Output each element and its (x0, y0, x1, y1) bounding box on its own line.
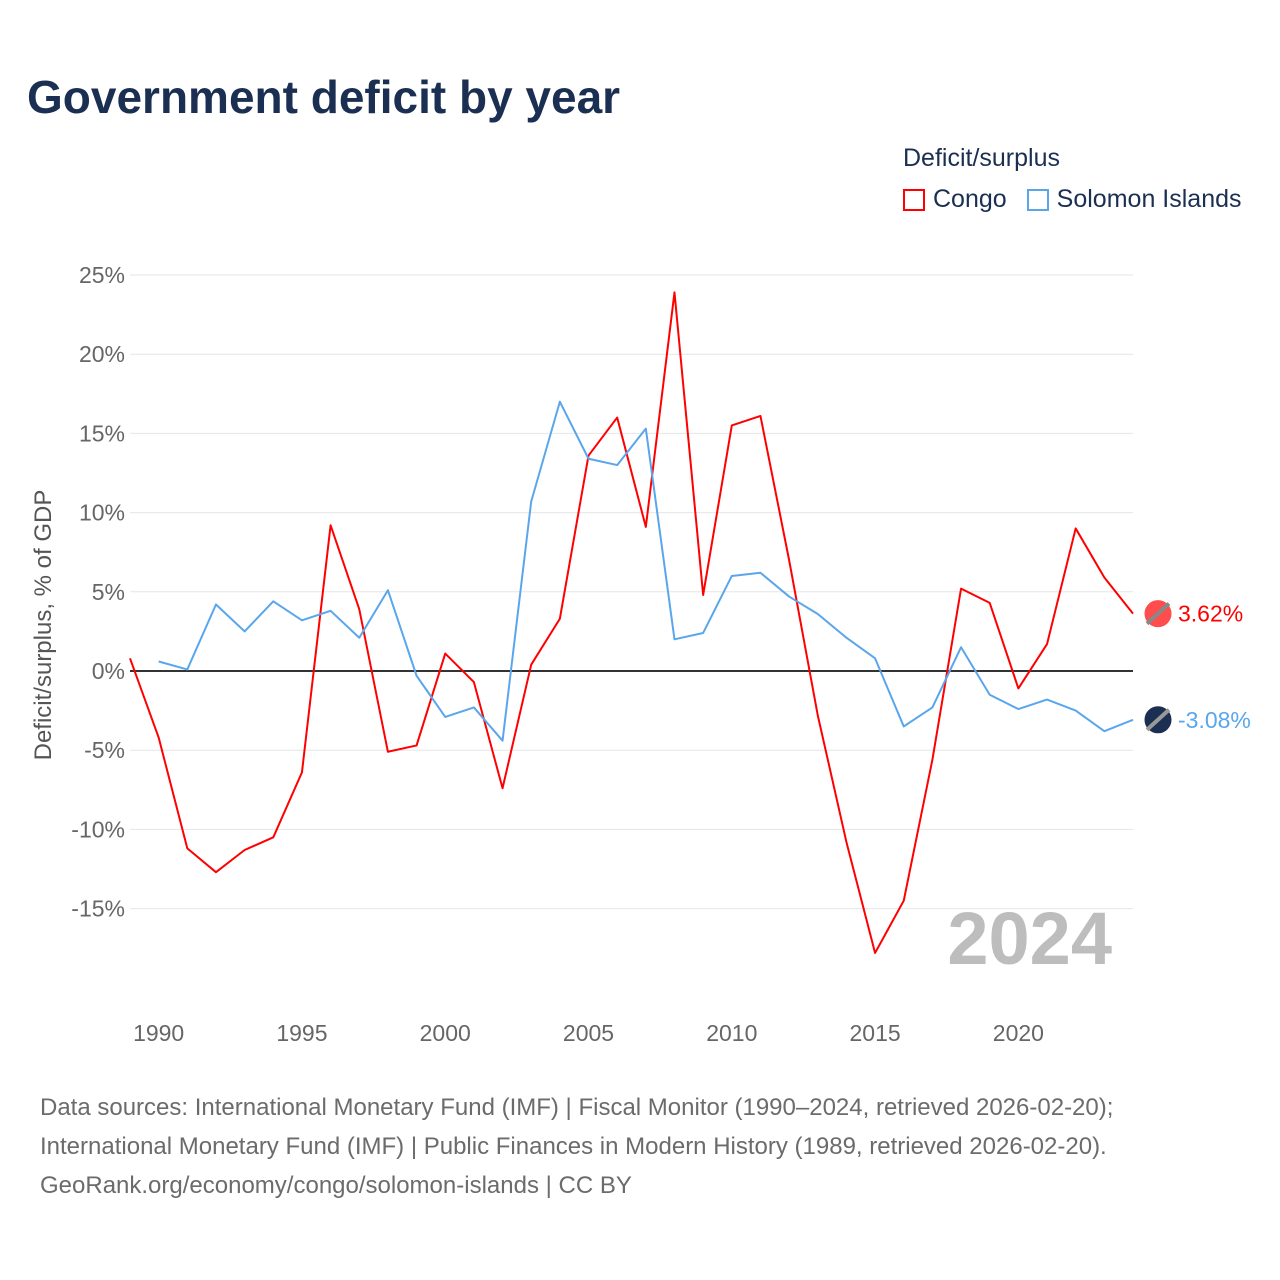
legend-label: Congo (933, 185, 1007, 213)
series-line-congo (129, 291, 1134, 954)
x-tick-label: 2010 (706, 1020, 757, 1046)
y-tick-label: 25% (79, 262, 125, 288)
series-line-solomon-islands (158, 400, 1134, 742)
line-chart: 25% 20% 15% 10% 5% 0% -5% -10% -15% 1990 1995 2000… (30, 262, 1251, 1046)
y-tick-label: -5% (84, 737, 125, 763)
legend-item-solomon-islands[interactable]: Solomon Islands (1026, 185, 1242, 214)
flag-stripe (1145, 708, 1171, 732)
year-watermark: 2024 (947, 897, 1112, 980)
legend-item-congo[interactable]: Congo (903, 185, 1007, 214)
y-tick-label: 5% (92, 579, 125, 605)
y-tick-label: -15% (71, 896, 125, 922)
x-tick-label: 2005 (563, 1020, 614, 1046)
y-tick-label: 10% (79, 500, 125, 526)
legend-label: Solomon Islands (1056, 185, 1242, 213)
y-tick-label: 20% (79, 341, 125, 367)
legend-swatch-congo (903, 188, 925, 211)
footer-line[interactable]: GeoRank.org/economy/congo/solomon-island… (40, 1172, 632, 1199)
x-tick-label: 2000 (420, 1020, 471, 1046)
y-tick-label: -10% (71, 816, 125, 842)
x-tick-label: 1995 (276, 1020, 327, 1046)
x-tick-label: 2020 (993, 1020, 1044, 1046)
legend-swatch-solomon-islands (1026, 188, 1049, 211)
y-tick-label: 0% (92, 658, 125, 684)
footer-line: International Monetary Fund (IMF) | Publ… (40, 1133, 1107, 1160)
y-tick-label: 15% (79, 420, 125, 446)
end-value-label-congo: 3.62% (1178, 601, 1243, 627)
chart-title: Government deficit by year (27, 71, 621, 123)
footer-line: Data sources: International Monetary Fun… (40, 1094, 1114, 1121)
flag-stripe (1145, 602, 1171, 626)
x-tick-label: 2015 (849, 1020, 900, 1046)
end-value-label-solomon-islands: -3.08% (1178, 707, 1251, 733)
y-axis-label: Deficit/surplus, % of GDP (30, 490, 57, 761)
legend-title: Deficit/surplus (903, 144, 1060, 172)
legend: Congo Solomon Islands (903, 185, 1242, 214)
footer-sources: Data sources: International Monetary Fun… (40, 1088, 1113, 1205)
x-tick-label: 1990 (133, 1020, 184, 1046)
